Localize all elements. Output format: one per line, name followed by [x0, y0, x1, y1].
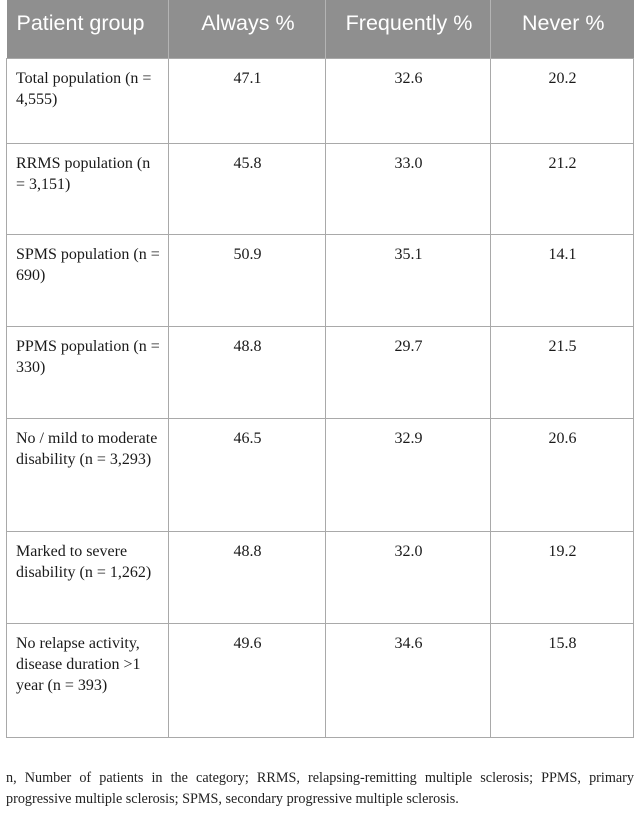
cell-frequently: 33.0: [325, 142, 491, 235]
table-header: Patient group Always % Frequently % Neve…: [6, 0, 634, 58]
cell-always: 48.8: [168, 325, 326, 419]
cell-frequently: 29.7: [325, 325, 491, 419]
cell-always: 46.5: [168, 417, 326, 532]
table-row: PPMS population (n = 330) 48.8 29.7 21.5: [6, 325, 634, 419]
cell-never: 15.8: [490, 622, 634, 738]
cell-always: 47.1: [168, 57, 326, 144]
cell-patient-group: No relapse activity, disease duration >1…: [6, 622, 169, 738]
table-row: No relapse activity, disease duration >1…: [6, 622, 634, 738]
cell-frequently: 32.6: [325, 57, 491, 144]
cell-always: 48.8: [168, 530, 326, 624]
table-row: RRMS population (n = 3,151) 45.8 33.0 21…: [6, 142, 634, 235]
cell-never: 14.1: [490, 233, 634, 327]
cell-never: 19.2: [490, 530, 634, 624]
cell-never: 21.2: [490, 142, 634, 235]
cell-patient-group: PPMS population (n = 330): [6, 325, 169, 419]
table-row: No / mild to moderate disability (n = 3,…: [6, 417, 634, 532]
table-row: SPMS population (n = 690) 50.9 35.1 14.1: [6, 233, 634, 327]
cell-patient-group: RRMS population (n = 3,151): [6, 142, 169, 235]
cell-always: 45.8: [168, 142, 326, 235]
cell-patient-group: No / mild to moderate disability (n = 3,…: [6, 417, 169, 532]
cell-frequently: 32.9: [325, 417, 491, 532]
cell-patient-group: SPMS population (n = 690): [6, 233, 169, 327]
cell-never: 21.5: [490, 325, 634, 419]
cell-never: 20.2: [490, 57, 634, 144]
header-row: Patient group Always % Frequently % Neve…: [6, 0, 634, 58]
cell-frequently: 32.0: [325, 530, 491, 624]
table-row: Total population (n = 4,555) 47.1 32.6 2…: [6, 57, 634, 144]
cell-frequently: 35.1: [325, 233, 491, 327]
patient-group-table: Patient group Always % Frequently % Neve…: [6, 0, 634, 738]
cell-never: 20.6: [490, 417, 634, 532]
table-row: Marked to severe disability (n = 1,262) …: [6, 530, 634, 624]
cell-frequently: 34.6: [325, 622, 491, 738]
cell-always: 50.9: [168, 233, 326, 327]
data-table-container: Patient group Always % Frequently % Neve…: [6, 0, 634, 738]
cell-always: 49.6: [168, 622, 326, 738]
header-never: Never %: [490, 0, 634, 58]
header-frequently: Frequently %: [325, 0, 491, 58]
table-footnote: n, Number of patients in the category; R…: [6, 770, 634, 808]
header-always: Always %: [168, 0, 326, 58]
cell-patient-group: Marked to severe disability (n = 1,262): [6, 530, 169, 624]
table-body: Total population (n = 4,555) 47.1 32.6 2…: [6, 57, 634, 738]
header-patient-group: Patient group: [6, 0, 169, 58]
cell-patient-group: Total population (n = 4,555): [6, 57, 169, 144]
